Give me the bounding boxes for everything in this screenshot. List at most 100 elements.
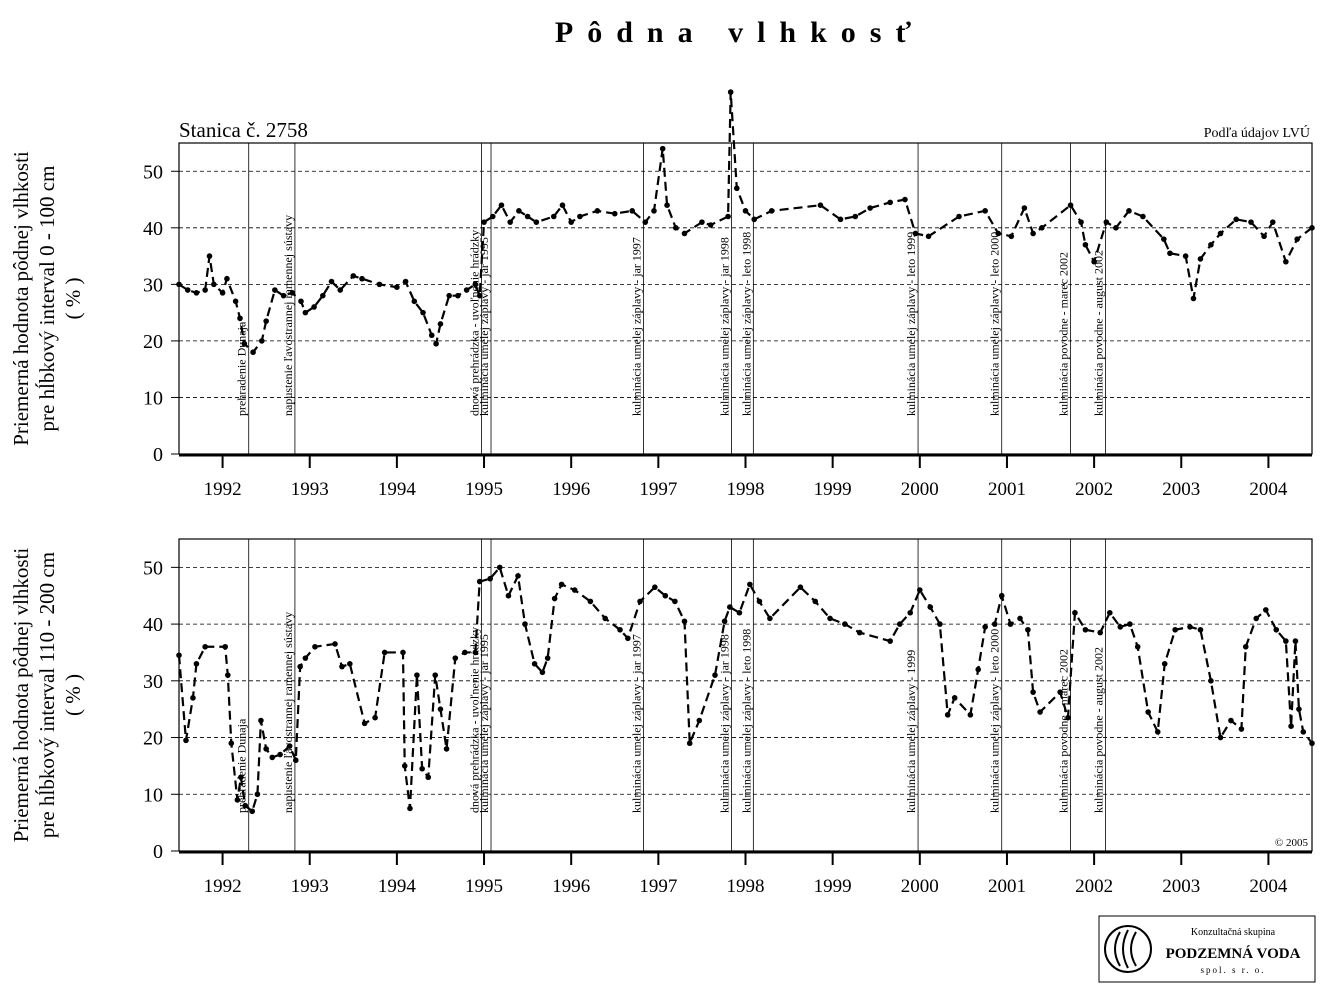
data-point — [472, 649, 479, 656]
data-point — [927, 604, 934, 610]
copyright: © 2005 — [1275, 837, 1309, 849]
data-point — [263, 746, 269, 752]
x-tick-label: 1995 — [465, 876, 503, 897]
data-point — [1140, 213, 1146, 220]
data-point — [867, 205, 873, 211]
event-label: dnová prehrádzka - uvoľnenie hrádzky — [467, 627, 481, 813]
data-point — [332, 641, 338, 647]
data-point — [937, 621, 943, 627]
data-point — [659, 145, 666, 152]
data-point — [672, 598, 678, 605]
data-point — [481, 219, 487, 225]
x-tick-label: 2004 — [1249, 479, 1288, 500]
data-point — [982, 208, 988, 214]
data-point — [912, 230, 919, 237]
data-point — [837, 216, 844, 223]
data-point — [202, 643, 208, 650]
y-axis-label: ( % ) — [61, 674, 85, 716]
x-tick-label: 2003 — [1162, 876, 1200, 897]
x-tick-label: 1996 — [552, 876, 590, 897]
x-tick-label: 1998 — [727, 876, 765, 897]
data-point — [1288, 723, 1294, 729]
data-point — [956, 213, 962, 220]
data-point — [662, 592, 669, 599]
data-point — [1217, 734, 1224, 741]
data-point — [1103, 219, 1110, 225]
event-label: kulminácia umelej záplavy - jar 1997 — [630, 237, 644, 416]
event-label: kulminácia umelej záplavy - jar 1995 — [477, 237, 491, 416]
data-point — [991, 621, 998, 627]
data-point — [292, 757, 299, 764]
data-point — [462, 649, 468, 656]
x-tick-label: 2001 — [988, 876, 1026, 897]
data-point — [472, 281, 479, 288]
data-point — [1187, 624, 1193, 630]
data-point — [725, 213, 731, 220]
data-point — [505, 592, 512, 599]
data-point — [176, 281, 182, 288]
data-point — [524, 213, 531, 220]
data-point — [437, 706, 444, 712]
event-label: kulminácia umelej záplavy - leto 1998 — [739, 629, 753, 813]
data-point — [277, 751, 283, 758]
data-point — [925, 233, 932, 240]
data-point — [228, 740, 235, 747]
data-point — [559, 202, 566, 208]
data-point — [516, 208, 522, 214]
logo-text: spol. s r. o. — [1200, 965, 1265, 975]
event-label: kulminácia umelej záplavy - leto 1998 — [739, 232, 753, 416]
data-point — [917, 587, 923, 593]
data-point — [249, 808, 256, 815]
data-point — [531, 661, 538, 667]
data-point — [302, 655, 309, 661]
logo-text: PODZEMNÁ VODA — [1166, 945, 1301, 962]
data-point — [1025, 626, 1031, 633]
y-tick-label: 30 — [143, 671, 163, 693]
data-point — [1292, 638, 1299, 644]
data-point — [1057, 689, 1063, 695]
data-point — [652, 584, 658, 591]
data-point — [1309, 740, 1315, 747]
data-point — [289, 290, 296, 296]
data-point — [533, 219, 540, 225]
data-point — [184, 287, 191, 293]
data-point — [350, 273, 357, 279]
data-point — [498, 202, 505, 208]
data-point — [206, 253, 213, 259]
event-label: kulminácia umelej záplavy - jar 1997 — [630, 634, 644, 813]
data-point — [337, 287, 344, 293]
x-tick-label: 1999 — [814, 479, 852, 500]
data-point — [1296, 706, 1302, 712]
y-tick-label: 20 — [143, 728, 163, 750]
data-point — [896, 621, 903, 627]
event-label: kulminácia umelej záplavy - jar 1995 — [477, 634, 491, 813]
data-point — [489, 213, 496, 220]
event-label: kulminácia povodne - august 2002 — [1091, 250, 1105, 416]
y-tick-label: 10 — [143, 387, 163, 409]
data-point — [183, 737, 189, 744]
data-point — [1208, 678, 1214, 684]
data-point — [756, 598, 763, 605]
data-point — [193, 661, 200, 667]
data-point — [617, 626, 623, 633]
x-tick-label: 2000 — [901, 876, 939, 897]
data-point — [224, 275, 230, 282]
event-label: kulminácia povodne - marec 2002 — [1057, 649, 1071, 813]
data-point — [376, 281, 383, 288]
x-tick-label: 2004 — [1249, 876, 1288, 897]
y-axis-label: pre hĺbkový interval 0 - 100 cm — [35, 166, 59, 432]
data-point — [797, 584, 804, 591]
y-tick-label: 10 — [143, 784, 163, 806]
data-point — [907, 609, 914, 616]
y-axis-label: pre hĺbkový interval 110 - 200 cm — [35, 552, 59, 838]
y-tick-label: 0 — [153, 841, 163, 863]
data-point — [1190, 295, 1197, 302]
data-point — [1065, 714, 1071, 721]
x-tick-label: 1993 — [291, 479, 329, 500]
y-axis-label: Priemerná hodnota pôdnej vlhkosti — [9, 548, 33, 843]
data-point — [1126, 208, 1132, 214]
data-point — [887, 199, 893, 206]
x-tick-label: 1995 — [465, 479, 503, 500]
data-point — [515, 573, 521, 579]
